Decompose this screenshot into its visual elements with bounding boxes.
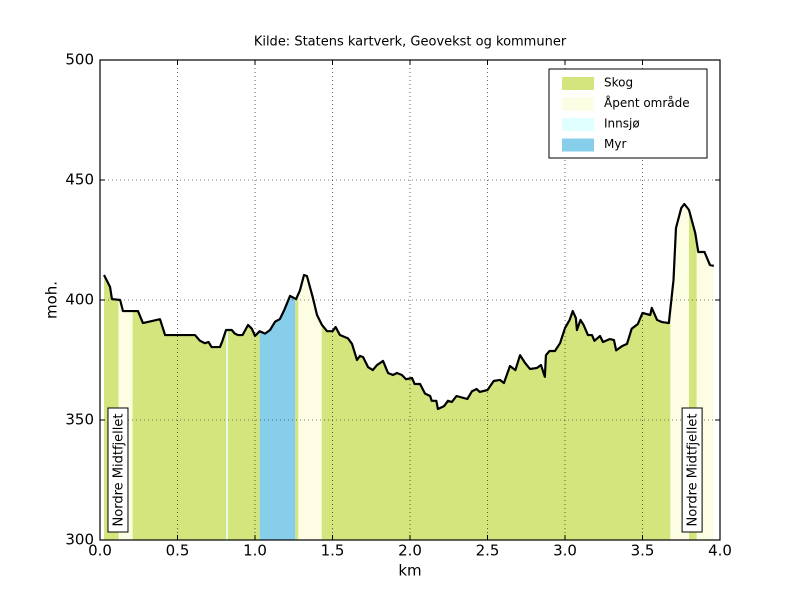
- legend-label: Innsjø: [604, 117, 640, 131]
- y-tick-label: 500: [65, 51, 94, 69]
- annotation: Nordre Midtfjellet: [681, 407, 703, 533]
- y-tick-label: 350: [65, 411, 94, 429]
- cover-area: [295, 204, 299, 540]
- x-tick-label: 3.5: [631, 542, 655, 560]
- annotation-text: Nordre Midtfjellet: [111, 414, 126, 527]
- x-tick-label: 1.5: [321, 542, 345, 560]
- x-tick-label: 0.0: [88, 542, 112, 560]
- legend-swatch: [562, 138, 594, 152]
- annotation-text: Nordre Midtfjellet: [686, 414, 701, 527]
- x-tick-label: 2.0: [398, 542, 422, 560]
- elevation-line: [103, 202, 715, 411]
- legend-label: Skog: [604, 76, 633, 90]
- x-tick-label: 3.0: [553, 542, 577, 560]
- legend-swatch: [562, 97, 594, 111]
- y-tick-label: 450: [65, 171, 94, 189]
- y-axis-label: moh.: [43, 281, 61, 319]
- annotation-box: [681, 407, 703, 533]
- legend-label: Åpent område: [604, 95, 690, 110]
- x-tick-label: 4.0: [708, 542, 732, 560]
- annotation: Nordre Midtfjellet: [107, 407, 129, 533]
- chart-title: Kilde: Statens kartverk, Geovekst og kom…: [254, 35, 567, 50]
- cover-area: [298, 204, 322, 540]
- y-tick-label: 400: [65, 291, 94, 309]
- cover-area: [689, 204, 697, 540]
- x-axis-label: km: [398, 562, 421, 580]
- y-tick-label: 300: [65, 531, 94, 549]
- x-tick-label: 1.0: [243, 542, 267, 560]
- legend-swatch: [562, 118, 594, 131]
- annotation-box: [107, 407, 129, 533]
- legend-label: Myr: [604, 137, 626, 151]
- cover-area: [226, 204, 228, 540]
- x-tick-label: 0.5: [166, 542, 190, 560]
- legend-swatch: [562, 77, 594, 90]
- x-tick-label: 2.5: [476, 542, 500, 560]
